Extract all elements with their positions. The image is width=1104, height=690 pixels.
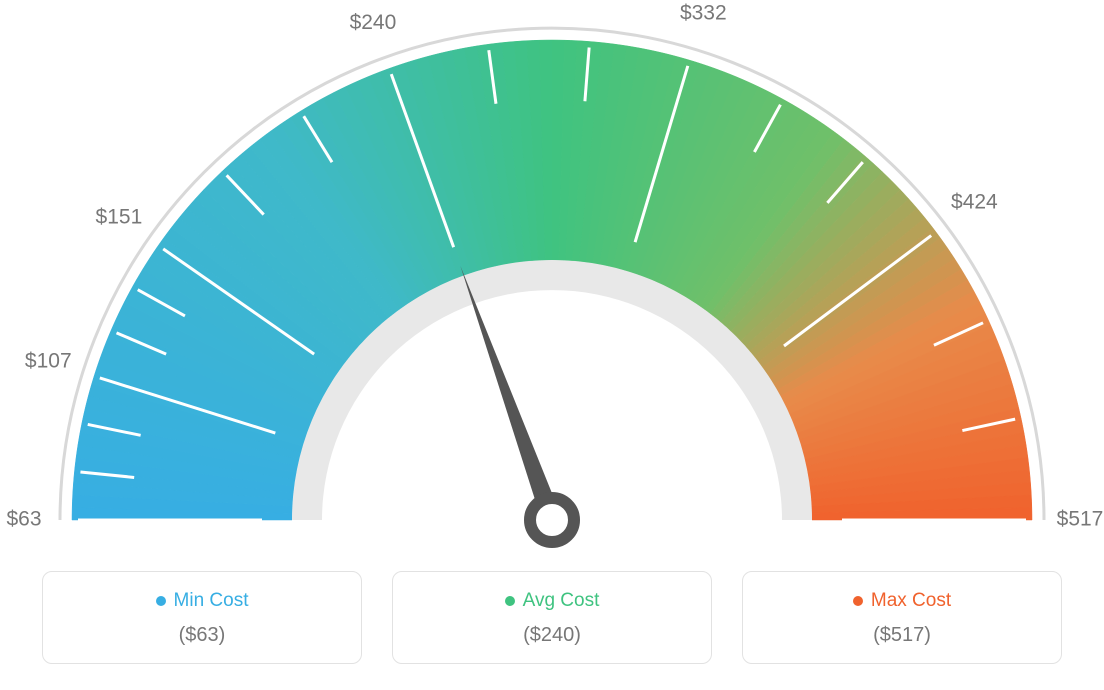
- legend-row: Min Cost ($63) Avg Cost ($240) Max Cost …: [0, 571, 1104, 664]
- legend-value-min: ($63): [53, 624, 351, 647]
- legend-label-avg: Avg Cost: [505, 590, 600, 612]
- gauge-tick-label: $107: [25, 349, 72, 372]
- legend-label-max: Max Cost: [853, 590, 951, 612]
- legend-label-text: Max Cost: [871, 590, 951, 612]
- dot-icon: [853, 596, 863, 606]
- legend-label-min: Min Cost: [156, 590, 249, 612]
- gauge-needle-base: [530, 498, 574, 542]
- dot-icon: [505, 596, 515, 606]
- dot-icon: [156, 596, 166, 606]
- gauge-area: $63 $107 $151 $240 $332 $424 $517: [0, 0, 1104, 560]
- gauge-tick-label: $151: [96, 206, 143, 229]
- gauge-tick-label: $332: [680, 2, 727, 25]
- gauge-tick-label: $424: [951, 191, 998, 214]
- legend-card-min: Min Cost ($63): [42, 571, 362, 664]
- legend-value-avg: ($240): [403, 624, 701, 647]
- gauge-tick-label: $517: [1057, 508, 1104, 531]
- legend-card-avg: Avg Cost ($240): [392, 571, 712, 664]
- legend-card-max: Max Cost ($517): [742, 571, 1062, 664]
- gauge-needle: [460, 266, 561, 523]
- legend-label-text: Avg Cost: [523, 590, 600, 612]
- legend-label-text: Min Cost: [174, 590, 249, 612]
- chart-container: $63 $107 $151 $240 $332 $424 $517 Min Cost ($6…: [0, 0, 1104, 690]
- gauge-svg: $63 $107 $151 $240 $332 $424 $517: [0, 0, 1104, 560]
- legend-value-max: ($517): [753, 624, 1051, 647]
- gauge-tick-label: $240: [350, 11, 397, 34]
- gauge-tick-label: $63: [6, 508, 41, 531]
